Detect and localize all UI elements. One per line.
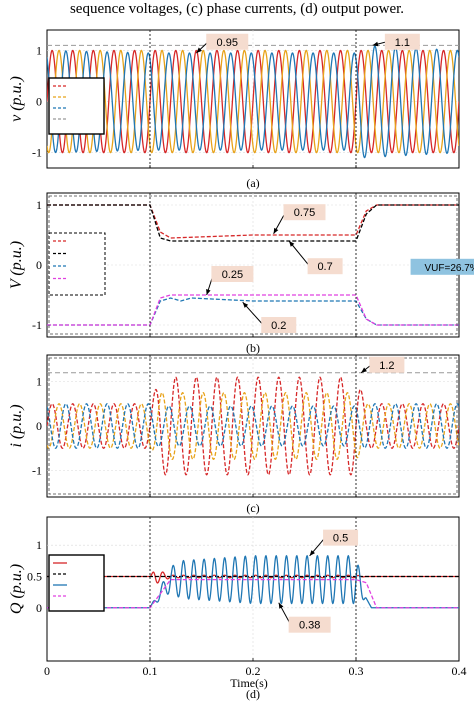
- annotation-arrowhead: [278, 602, 284, 609]
- panel-a: -1 0 1 v (p.u.) 0.95 1.1 (a): [8, 29, 460, 190]
- annotation-arrowhead: [361, 367, 367, 373]
- annotation: 1.2: [360, 356, 405, 374]
- legend: [48, 77, 105, 135]
- annotation-arrowhead: [196, 47, 202, 53]
- annotation-box: [384, 33, 420, 50]
- annotation-arrowhead: [309, 550, 316, 556]
- panel-caption: (d): [246, 687, 260, 701]
- annotation-label: 0.25: [222, 269, 243, 281]
- series-line-3: [47, 294, 459, 326]
- x-axis-label: Time(s): [230, 676, 268, 690]
- legend: [48, 232, 106, 296]
- y-tick-label: -1: [32, 463, 42, 477]
- annotation: 0.75: [273, 204, 326, 235]
- figure-caption-header: sequence voltages, (c) phase currents, (…: [70, 1, 404, 17]
- panel-c: -1 0 1 i (p.u.) 1.2 (c): [8, 354, 460, 515]
- x-tick-label: 0.1: [143, 664, 158, 678]
- annotation-box: [206, 33, 249, 50]
- annotation-label: 0.95: [217, 37, 238, 49]
- series-line-0: [47, 204, 459, 239]
- annotation-label: 1.1: [395, 37, 410, 49]
- x-tick-label: 0.3: [349, 664, 364, 678]
- y-tick-label: 1: [36, 538, 42, 552]
- y-tick-label: 0: [36, 601, 42, 615]
- plot-area: [47, 30, 459, 168]
- series-line-1: [47, 49, 459, 154]
- series-line-1: [47, 204, 459, 242]
- legend-box: [48, 77, 105, 135]
- annotation-arrowhead: [206, 289, 211, 295]
- x-tick-label: 0: [44, 664, 50, 678]
- annotation: 0.2: [242, 301, 297, 333]
- x-tick-label: 0.4: [452, 664, 467, 678]
- x-tick-label: 0.2: [246, 664, 261, 678]
- plot-area: [47, 193, 459, 337]
- annotation-arrowhead: [242, 302, 249, 308]
- series-line-2: [47, 45, 459, 159]
- y-axis-label: v (p.u.): [8, 76, 25, 122]
- annotation-box: [211, 266, 254, 282]
- series-line-2: [47, 297, 459, 326]
- panels: -1 0 1 v (p.u.) 0.95 1.1 (a) -1 0 1 V (p.u.) 0.75 0.…: [8, 29, 474, 701]
- plot-area: [47, 355, 459, 497]
- y-tick-label: 1: [36, 375, 42, 389]
- series-line-0: [47, 49, 459, 154]
- annotation: 0.25: [206, 266, 254, 296]
- panel-caption: (b): [246, 341, 260, 355]
- annotation-box: [283, 204, 326, 221]
- annotation: 0.38: [278, 602, 331, 633]
- annotation: 1.1: [372, 33, 420, 50]
- annotation-label: 0.7: [317, 261, 332, 273]
- vuf-box: [410, 258, 474, 275]
- series-line-1: [47, 392, 459, 460]
- annotation-box: [261, 317, 297, 333]
- legend-box: [48, 232, 106, 296]
- annotation-box: [369, 356, 405, 373]
- annotation-box: [323, 529, 359, 546]
- annotation-label: 0.75: [294, 207, 315, 219]
- annotation-arrowhead: [289, 241, 295, 247]
- annotation-box: [307, 258, 343, 275]
- annotation-label: 0.2: [271, 320, 286, 332]
- panel-caption: (c): [246, 501, 259, 515]
- annotation: 0.5: [309, 529, 359, 557]
- annotation-label: 0.5: [333, 533, 348, 545]
- y-axis-label: Q (p.u.): [8, 564, 25, 614]
- vuf-label: VUF=26.7%: [424, 263, 474, 274]
- legend: [48, 554, 105, 612]
- y-tick-label: -1: [32, 318, 42, 332]
- annotation-arrowhead: [372, 41, 379, 47]
- panel-caption: (a): [246, 176, 259, 190]
- panel-d: 00.51Q (p.u.)0.50.38(d)0 0.1 0.2 0.3 0.4Time…: [8, 516, 467, 701]
- annotation: 0.95: [196, 33, 249, 54]
- annotation-arrowhead: [273, 227, 279, 234]
- y-axis-label: V (p.u.): [8, 241, 25, 289]
- y-tick-label: 0: [36, 95, 42, 109]
- y-tick-label: 0.5: [27, 569, 42, 583]
- y-tick-label: -1: [32, 146, 42, 160]
- series-line-3: [47, 578, 459, 609]
- y-tick-label: 1: [36, 43, 42, 57]
- series-line-0: [47, 376, 459, 476]
- y-tick-label: 0: [36, 419, 42, 433]
- annotation: 0.7: [288, 240, 343, 275]
- annotation-label: 0.38: [299, 620, 320, 632]
- legend-box: [48, 554, 105, 612]
- annotation-box: [288, 616, 331, 633]
- annotation-label: 1.2: [379, 360, 394, 372]
- y-tick-label: 0: [36, 258, 42, 272]
- y-tick-label: 1: [36, 198, 42, 212]
- y-axis-label: i (p.u.): [8, 404, 25, 447]
- series-line-2: [47, 403, 459, 449]
- panel-b: -1 0 1 V (p.u.) 0.75 0.7 0.25 0.2 VUF=26.7% (b): [8, 192, 474, 355]
